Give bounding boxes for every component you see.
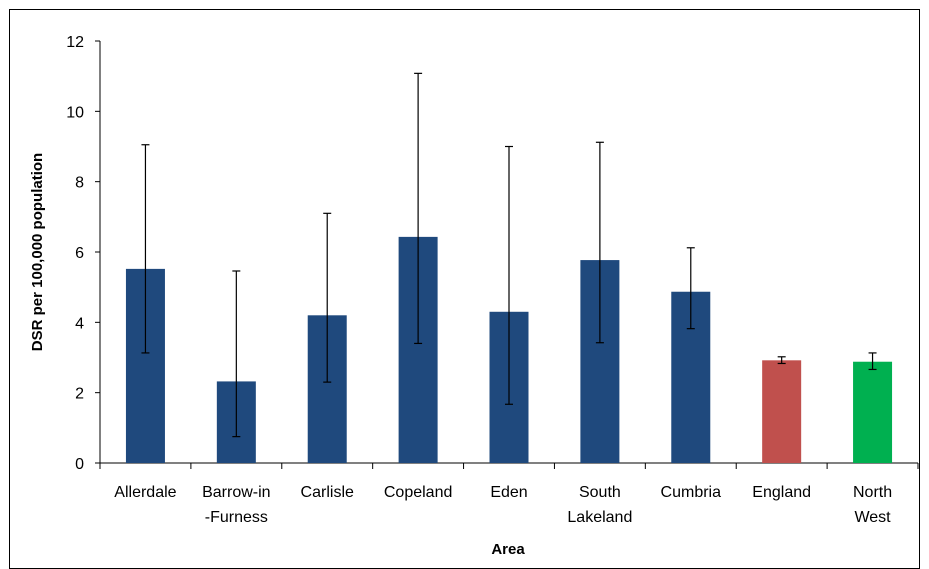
y-tick-label: 8 xyxy=(75,175,84,192)
bar xyxy=(762,360,802,463)
x-tick-label: South xyxy=(579,484,621,501)
x-tick-label: Lakeland xyxy=(567,509,632,526)
x-tick-label: Eden xyxy=(490,484,527,501)
bar xyxy=(853,361,893,463)
x-tick-label: -Furness xyxy=(205,509,268,526)
x-tick-label: Copeland xyxy=(384,484,453,501)
y-tick-label: 2 xyxy=(75,386,84,403)
y-axis-title: DSR per 100,000 population xyxy=(29,153,46,351)
x-tick-label: Carlisle xyxy=(301,484,354,501)
y-tick-label: 12 xyxy=(66,34,84,51)
x-tick-label: West xyxy=(854,509,891,526)
y-tick-label: 6 xyxy=(75,245,84,262)
y-tick-label: 0 xyxy=(75,456,84,473)
x-tick-label: England xyxy=(752,484,811,501)
y-tick-label: 10 xyxy=(66,104,84,121)
x-tick-label: Allerdale xyxy=(114,484,176,501)
x-tick-label: Barrow-in xyxy=(202,484,270,501)
x-tick-label: Cumbria xyxy=(661,484,722,501)
x-axis-title: Area xyxy=(491,541,525,558)
y-tick-label: 4 xyxy=(75,315,84,332)
x-tick-label: North xyxy=(853,484,892,501)
